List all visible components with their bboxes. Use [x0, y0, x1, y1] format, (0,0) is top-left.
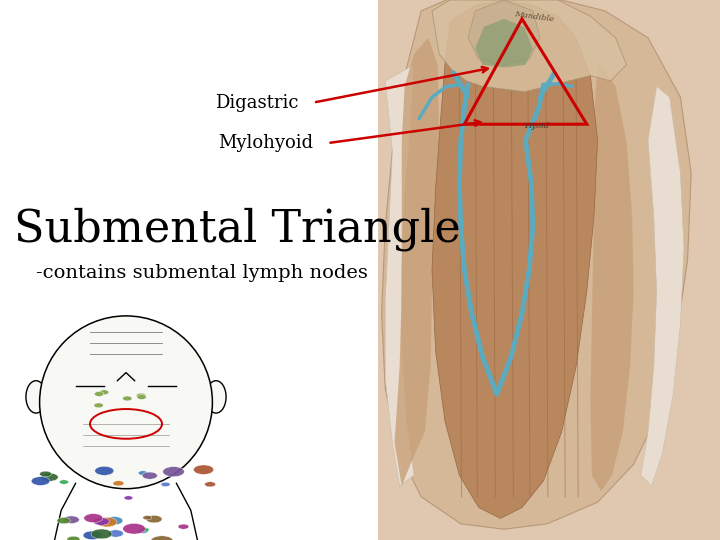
- Ellipse shape: [163, 467, 184, 477]
- Ellipse shape: [108, 530, 123, 537]
- Text: Hyoid: Hyoid: [524, 122, 549, 130]
- Polygon shape: [432, 0, 626, 92]
- Ellipse shape: [40, 316, 212, 489]
- Ellipse shape: [93, 518, 109, 525]
- Polygon shape: [432, 0, 598, 518]
- Ellipse shape: [99, 390, 109, 395]
- Polygon shape: [395, 38, 439, 486]
- Ellipse shape: [161, 482, 170, 487]
- Ellipse shape: [26, 381, 46, 413]
- Ellipse shape: [94, 403, 104, 408]
- Polygon shape: [382, 0, 691, 529]
- Ellipse shape: [143, 516, 152, 520]
- Ellipse shape: [59, 480, 68, 484]
- Text: Mylohyoid: Mylohyoid: [218, 134, 313, 152]
- Ellipse shape: [40, 471, 52, 477]
- Text: -contains submental lymph nodes: -contains submental lymph nodes: [36, 264, 368, 282]
- Polygon shape: [590, 65, 634, 491]
- Ellipse shape: [124, 496, 132, 500]
- Ellipse shape: [94, 392, 104, 396]
- Text: Submental Triangle: Submental Triangle: [14, 208, 461, 251]
- Ellipse shape: [140, 528, 149, 532]
- Ellipse shape: [146, 515, 162, 523]
- Polygon shape: [385, 65, 414, 486]
- Ellipse shape: [136, 393, 145, 398]
- Text: Mandible: Mandible: [514, 10, 554, 23]
- Ellipse shape: [83, 531, 102, 539]
- Ellipse shape: [31, 477, 50, 485]
- Ellipse shape: [63, 516, 79, 523]
- Polygon shape: [475, 19, 533, 68]
- Ellipse shape: [143, 472, 158, 479]
- Ellipse shape: [123, 523, 145, 534]
- Polygon shape: [378, 0, 720, 540]
- Ellipse shape: [91, 529, 112, 539]
- Ellipse shape: [178, 524, 189, 529]
- Ellipse shape: [41, 473, 58, 481]
- Ellipse shape: [138, 529, 148, 534]
- Text: Digastric: Digastric: [215, 93, 299, 112]
- Ellipse shape: [95, 467, 114, 475]
- Ellipse shape: [106, 517, 123, 525]
- Ellipse shape: [150, 536, 174, 540]
- Ellipse shape: [204, 482, 216, 487]
- Ellipse shape: [122, 396, 132, 401]
- Ellipse shape: [67, 536, 80, 540]
- Ellipse shape: [113, 481, 124, 486]
- Polygon shape: [468, 0, 540, 65]
- Ellipse shape: [206, 381, 226, 413]
- Ellipse shape: [84, 514, 103, 523]
- Ellipse shape: [96, 517, 117, 527]
- Ellipse shape: [137, 395, 146, 400]
- Polygon shape: [641, 86, 684, 486]
- Ellipse shape: [138, 471, 148, 475]
- Ellipse shape: [57, 517, 71, 524]
- Ellipse shape: [194, 465, 214, 475]
